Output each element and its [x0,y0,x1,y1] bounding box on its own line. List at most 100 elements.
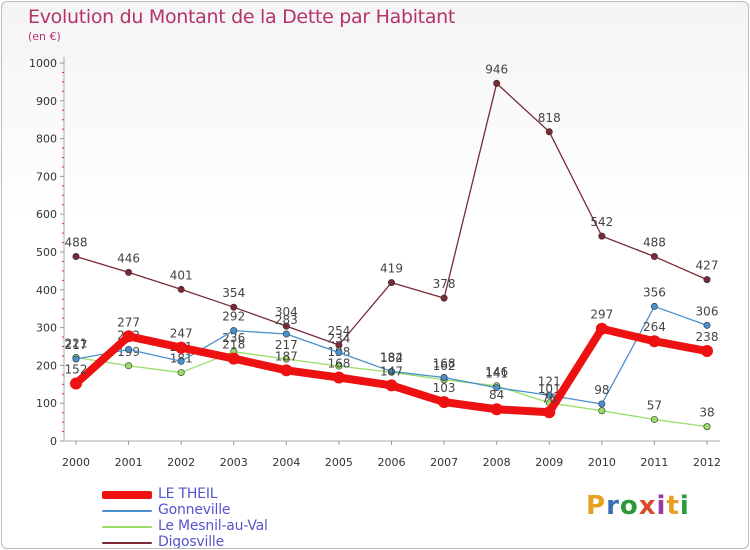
data-point-gonneville [282,330,290,338]
data-point-gonneville [493,384,501,392]
data-label-le-theil: 147 [380,364,403,378]
data-point-gonneville [125,346,133,354]
data-label-digosville: 401 [170,268,193,282]
data-label-digosville: 419 [380,262,403,276]
data-label-gonneville: 168 [433,356,456,370]
x-tick-label: 2011 [640,456,668,469]
y-tick-label: 800 [36,133,57,146]
data-point-le-theil [648,335,661,348]
data-label-digosville: 488 [643,236,666,250]
data-point-gonneville [650,302,658,310]
data-label-digosville: 542 [590,215,613,229]
data-point-digosville [282,322,290,330]
logo-letter: x [638,491,657,521]
chart-unit: (en €) [28,30,61,43]
x-tick-label: 2009 [535,456,563,469]
line-chart: 0 100 200 300 400 500 600 700 800 900 1000 2000 2001… [29,57,721,469]
x-tick-label: 2001 [115,456,143,469]
data-label-digosville: 254 [327,324,350,338]
data-label-le-theil: 152 [65,363,88,377]
data-label-digosville: 946 [485,62,508,76]
chart-title: Evolution du Montant de la Dette par Hab… [28,6,456,28]
data-label-gonneville: 184 [380,350,403,364]
legend-swatch [102,491,152,499]
y-tick-label: 200 [36,359,57,372]
data-point-digosville [335,341,343,349]
data-point-digosville [703,276,711,284]
data-point-le-theil [385,379,398,392]
data-point-le-mesnil-au-val [598,407,606,415]
data-label-le-theil: 103 [433,381,456,395]
data-label-le-mesnil-au-val: 146 [485,365,508,379]
data-label-le-mesnil-au-val: 182 [380,351,403,365]
logo-letter: r [606,491,620,521]
data-point-digosville [598,232,606,240]
x-tick-label: 2000 [62,456,90,469]
logo-letter: i [679,491,690,521]
data-point-digosville [230,303,238,311]
proxiti-logo: Proxiti [586,491,690,521]
data-point-le-theil [175,341,188,354]
y-tick-label: 1000 [29,57,57,70]
data-label-le-mesnil-au-val: 38 [699,406,714,420]
x-tick-label: 2004 [272,456,300,469]
logo-letter: o [619,491,639,521]
legend-label: Digosville [158,534,224,549]
data-point-le-mesnil-au-val [282,355,290,363]
data-label-digosville: 488 [65,236,88,250]
data-point-le-theil [490,403,503,416]
x-tick-label: 2007 [430,456,458,469]
data-label-gonneville: 283 [275,313,298,327]
data-label-le-mesnil-au-val: 221 [65,336,88,350]
data-label-gonneville: 98 [594,383,609,397]
y-tick-label: 0 [50,435,57,448]
data-label-gonneville: 234 [327,332,350,346]
data-label-digosville: 427 [696,259,719,273]
y-tick-label: 600 [36,208,57,221]
data-point-digosville [493,79,501,87]
data-label-le-theil: 187 [275,349,298,363]
data-point-le-theil [70,377,82,390]
data-point-le-theil [280,364,293,377]
y-tick-label: 400 [36,284,57,297]
data-point-digosville [177,285,185,293]
data-label-le-mesnil-au-val: 162 [433,359,456,373]
y-tick-label: 900 [36,95,57,108]
data-point-gonneville [387,367,395,375]
logo-letter: P [586,491,607,521]
data-point-le-mesnil-au-val [125,362,133,370]
data-point-gonneville [598,400,606,408]
y-tick-label: 300 [36,322,57,335]
data-label-digosville: 818 [538,111,561,125]
data-label-le-theil: 76 [542,391,557,405]
data-label-digosville: 354 [222,286,245,300]
data-point-le-mesnil-au-val [335,362,343,370]
data-label-gonneville: 356 [643,285,666,299]
legend-swatch [102,542,152,544]
data-label-le-theil: 168 [327,356,350,370]
y-tick-label: 100 [36,397,57,410]
y-tick-label: 500 [36,246,57,259]
data-point-le-theil [122,330,135,343]
data-label-le-theil: 277 [117,315,140,329]
data-point-digosville [440,294,448,302]
data-label-le-theil: 218 [222,338,245,352]
data-point-le-mesnil-au-val [703,423,711,431]
data-label-le-mesnil-au-val: 101 [538,382,561,396]
data-point-gonneville [703,321,711,329]
data-point-digosville [387,279,395,287]
x-tick-label: 2010 [588,456,616,469]
data-point-gonneville [72,355,80,363]
data-label-digosville: 304 [275,305,298,319]
y-tick-label: 700 [36,170,57,183]
data-point-digosville [545,128,553,136]
data-point-digosville [72,253,80,261]
x-tick-label: 2005 [325,456,353,469]
logo-letter: i [656,491,667,521]
data-point-le-theil [332,371,345,384]
data-label-le-theil: 238 [696,330,719,344]
data-point-digosville [125,268,133,276]
data-label-le-theil: 84 [489,388,504,402]
data-point-le-theil [701,345,713,358]
data-label-gonneville: 121 [538,374,561,388]
